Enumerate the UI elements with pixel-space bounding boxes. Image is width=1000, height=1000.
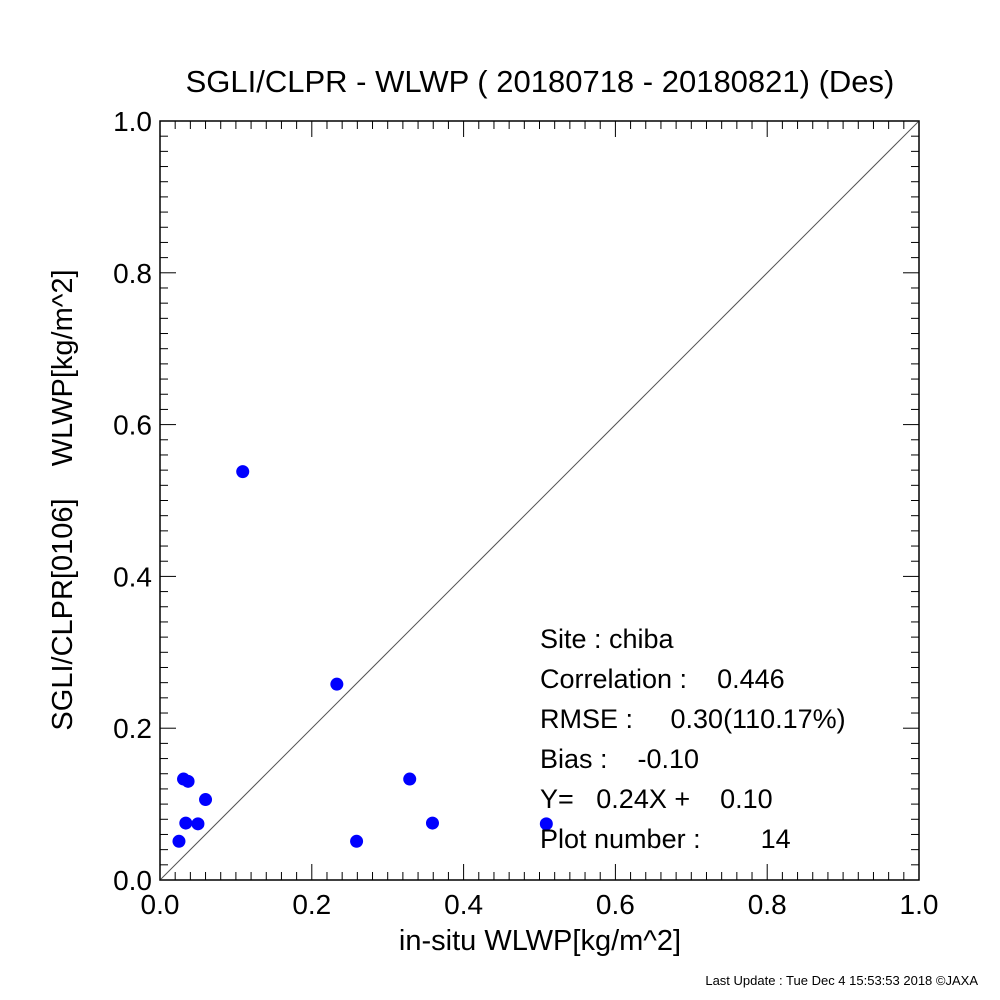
data-point (172, 834, 186, 848)
stats-box: Site : chiba Correlation : 0.446 RMSE : … (540, 624, 846, 854)
x-tick-label: 0.8 (748, 889, 787, 920)
one-to-one-line (159, 120, 920, 881)
y-axis-label: SGLI/CLPR[0106] WLWP[kg/m^2] (47, 269, 79, 730)
x-axis-label: in-situ WLWP[kg/m^2] (399, 925, 681, 957)
y-tick-label: 0.6 (113, 410, 152, 441)
x-tick-label: 0.4 (444, 889, 483, 920)
data-point (539, 817, 553, 831)
x-tick-label: 0.6 (596, 889, 635, 920)
y-tick-label: 1.0 (113, 106, 152, 137)
data-point (330, 677, 344, 691)
y-tick-label: 0.4 (113, 561, 152, 592)
data-points (172, 465, 553, 848)
y-tick-labels: 0.0 0.2 0.4 0.6 0.8 1.0 (113, 106, 152, 896)
y-tick-label: 0.2 (113, 713, 152, 744)
stat-site: Site : chiba (540, 624, 675, 654)
x-tick-label: 0.2 (292, 889, 331, 920)
y-tick-label: 0.8 (113, 258, 152, 289)
data-point (179, 816, 193, 830)
data-point (403, 772, 417, 786)
data-point (236, 465, 250, 479)
x-tick-labels: 0.0 0.2 0.4 0.6 0.8 1.0 (141, 889, 939, 920)
y-tick-label: 0.0 (113, 865, 152, 896)
data-point (191, 817, 205, 831)
stat-regression: Y= 0.24X + 0.10 (540, 784, 773, 814)
data-point (350, 834, 364, 848)
footer-text: Last Update : Tue Dec 4 15:53:53 2018 ©J… (705, 973, 978, 988)
stat-rmse: RMSE : 0.30(110.17%) (540, 704, 846, 734)
axis-ticks (159, 120, 920, 881)
chart-title: SGLI/CLPR - WLWP ( 20180718 - 20180821) … (186, 64, 895, 99)
stat-bias: Bias : -0.10 (540, 744, 699, 774)
data-point (199, 793, 213, 807)
stat-correlation: Correlation : 0.446 (540, 664, 785, 694)
x-tick-label: 0.0 (141, 889, 180, 920)
stat-plot-number: Plot number : 14 (540, 824, 791, 854)
data-point (425, 816, 439, 830)
x-tick-label: 1.0 (900, 889, 939, 920)
data-point (181, 774, 195, 788)
